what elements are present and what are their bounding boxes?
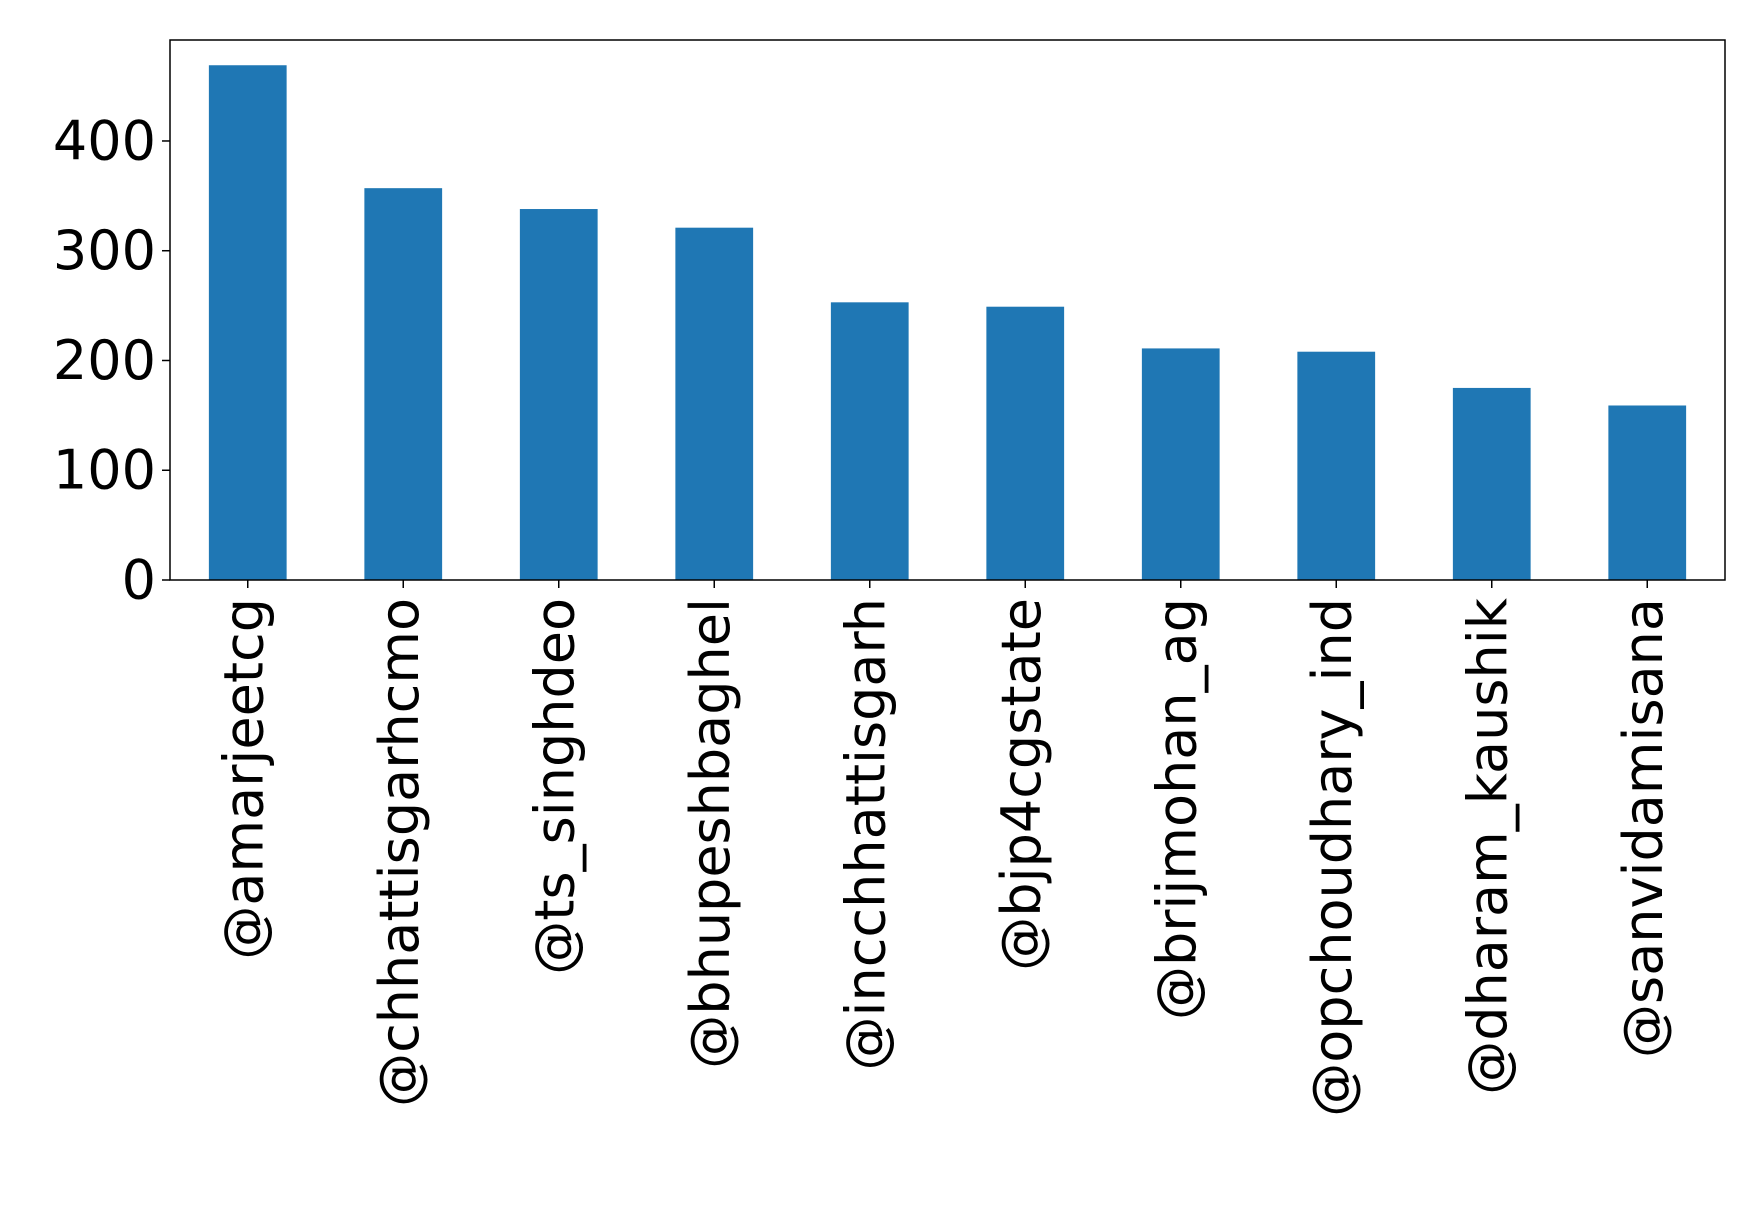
- y-tick-label-4: 400: [53, 109, 156, 172]
- plot-frame: [169, 39, 1726, 581]
- bar-1: [364, 188, 443, 581]
- bar-8: [1452, 387, 1531, 580]
- y-tick-label-0: 0: [122, 549, 156, 612]
- y-axis: 0 100 200 300 400: [53, 109, 170, 612]
- x-tick-label-6: @brijmohan_ag: [1145, 598, 1208, 1020]
- y-tick-label-2: 200: [53, 329, 156, 392]
- x-axis: @amarjeetcg @chhattisgarhcmo @ts_singhdeo @…: [212, 580, 1675, 1117]
- bar-4: [830, 302, 909, 580]
- x-tick-label-4: @incchhattisgarh: [834, 598, 897, 1070]
- x-tick-label-9: @sanvidamisana: [1612, 598, 1675, 1058]
- x-tick-label-0: @amarjeetcg: [212, 598, 275, 960]
- y-tick-label-1: 100: [53, 439, 156, 502]
- bars-group: [208, 65, 1687, 581]
- bar-6: [1141, 348, 1220, 580]
- bar-9: [1608, 405, 1687, 580]
- bar-7: [1297, 351, 1376, 580]
- x-tick-label-5: @bjp4cgstate: [990, 598, 1053, 971]
- bar-3: [675, 227, 754, 580]
- x-tick-label-3: @bhupeshbaghel: [679, 598, 742, 1069]
- bar-0: [208, 65, 287, 581]
- x-tick-label-1: @chhattisgarhcmo: [368, 598, 431, 1107]
- x-tick-label-2: @ts_singhdeo: [523, 598, 586, 975]
- x-tick-label-7: @opchoudhary_ind: [1301, 598, 1364, 1117]
- y-tick-label-3: 300: [53, 219, 156, 282]
- bar-2: [519, 209, 598, 580]
- bar-5: [986, 306, 1065, 580]
- x-tick-label-8: @dharam_kaushik: [1456, 597, 1519, 1094]
